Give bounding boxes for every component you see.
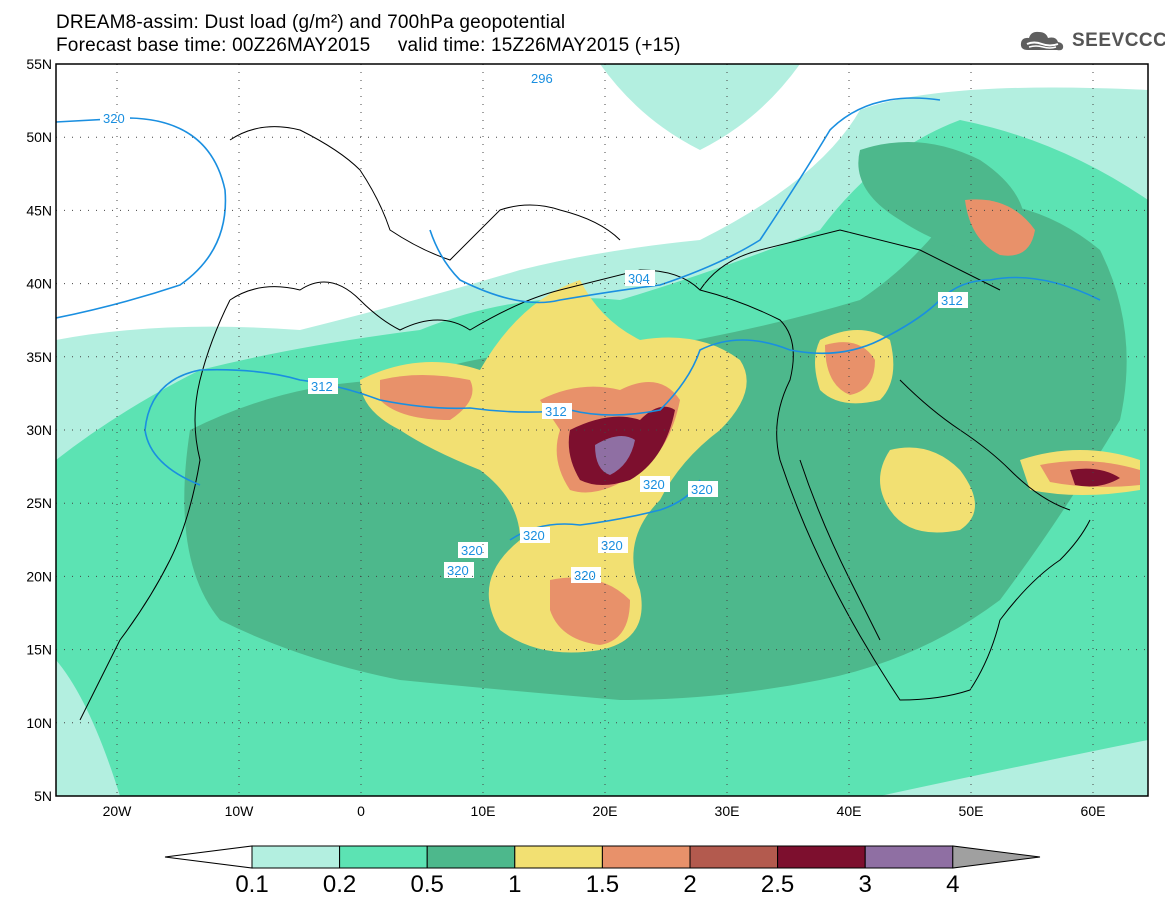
lon-tick-label: 50E xyxy=(959,803,984,819)
contour-label: 320 xyxy=(523,528,545,543)
logo-text: SEEVCCC xyxy=(1072,30,1165,51)
lat-tick-label: 5N xyxy=(34,788,52,804)
map-title: DREAM8-assim: Dust load (g/m²) and 700hP… xyxy=(56,12,566,33)
lat-tick-label: 45N xyxy=(26,202,52,218)
lat-tick-label: 25N xyxy=(26,495,52,511)
lon-tick-label: 40E xyxy=(837,803,862,819)
lat-tick-label: 10N xyxy=(26,715,52,731)
colorbar-tick-label: 0.1 xyxy=(235,871,269,898)
contour-label: 312 xyxy=(311,379,333,394)
contour-label: 320 xyxy=(574,568,596,583)
colorbar-min-arrow xyxy=(164,845,253,869)
latitude-axis: 55N 50N 45N 40N 35N 30N 25N 20N 15N 10N 5N xyxy=(26,56,52,804)
cloud-icon xyxy=(1020,31,1064,51)
contour-label: 296 xyxy=(531,71,553,86)
coastlines xyxy=(79,126,1091,721)
colorbar-segment xyxy=(514,845,603,869)
colorbar-tick-label: 0.2 xyxy=(322,871,357,898)
contour-label: 320 xyxy=(643,477,665,492)
contour-label: 304 xyxy=(628,271,650,286)
lon-tick-label: 60E xyxy=(1081,803,1106,819)
colorbar-max-arrow xyxy=(952,845,1041,869)
colorbar-segment xyxy=(601,845,691,869)
longitude-axis: 20W 10W 0 10E 20E 30E 40E 50E 60E xyxy=(103,803,1106,819)
map-frame xyxy=(55,63,1149,797)
lat-tick-label: 35N xyxy=(26,349,52,365)
lon-tick-label: 10E xyxy=(471,803,496,819)
colorbar-tick-label: 0.5 xyxy=(410,871,444,898)
colorbar-tick-label: 2 xyxy=(683,871,697,898)
lon-tick-label: 10W xyxy=(225,803,255,819)
colorbar-segment xyxy=(689,845,779,869)
contour-label: 320 xyxy=(691,482,713,497)
seevccc-logo: SEEVCCC xyxy=(1018,28,1165,54)
lat-tick-label: 55N xyxy=(26,56,52,72)
dust-field xyxy=(56,64,1148,796)
lon-tick-label: 30E xyxy=(715,803,740,819)
lat-tick-label: 40N xyxy=(26,276,52,292)
contour-label: 312 xyxy=(941,293,963,308)
colorbar xyxy=(164,845,1041,869)
colorbar-segment xyxy=(426,845,516,869)
forecast-time-subtitle: Forecast base time: 00Z26MAY2015 valid t… xyxy=(56,35,681,56)
colorbar-tick-label: 4 xyxy=(946,871,960,898)
colorbar-segment xyxy=(777,845,866,869)
lon-tick-label: 20W xyxy=(103,803,133,819)
contour-label: 320 xyxy=(447,563,469,578)
colorbar-tick-label: 3 xyxy=(858,871,872,898)
colorbar-segment xyxy=(864,845,954,869)
lat-tick-label: 30N xyxy=(26,422,52,438)
geopotential-contours xyxy=(56,97,1101,541)
colorbar-tick-label: 1 xyxy=(508,871,522,898)
colorbar-tick-label: 1.5 xyxy=(585,871,620,898)
contour-label: 320 xyxy=(601,538,623,553)
contour-label: 320 xyxy=(103,111,125,126)
lon-tick-label: 20E xyxy=(593,803,618,819)
contour-labels: 320 312 296 304 312 312 320 320 320 320 … xyxy=(100,70,968,583)
contour-label: 320 xyxy=(461,543,483,558)
lat-tick-label: 50N xyxy=(26,129,52,145)
colorbar-segment xyxy=(251,845,341,869)
colorbar-tick-label: 2.5 xyxy=(760,871,795,898)
lat-tick-label: 20N xyxy=(26,568,52,584)
colorbar-segment xyxy=(339,845,428,869)
lon-tick-label: 0 xyxy=(357,803,365,819)
lat-tick-label: 15N xyxy=(26,642,52,658)
contour-label: 312 xyxy=(545,404,567,419)
